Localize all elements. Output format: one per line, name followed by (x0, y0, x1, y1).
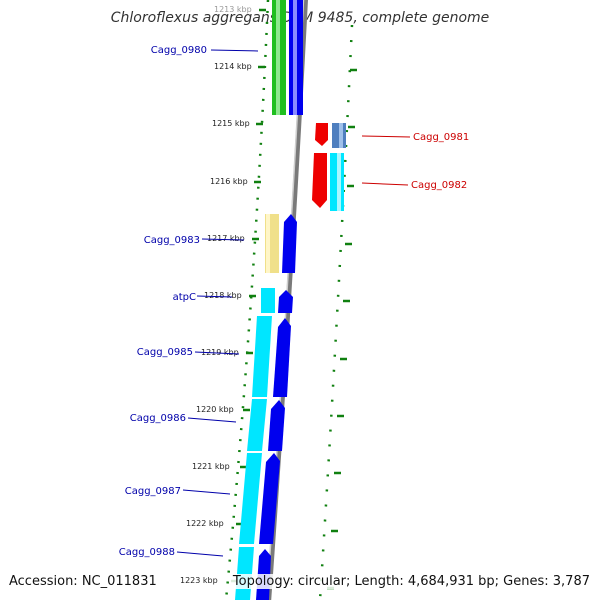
tick-label: 1221 kbp (192, 462, 230, 471)
gene-label-cagg-0981[interactable]: Cagg_0981 (413, 132, 469, 143)
feature-blue-arrow[interactable] (259, 453, 280, 544)
feature-cyan[interactable] (247, 399, 267, 451)
tick-label: 1215 kbp (212, 119, 250, 128)
feature-red-arrow[interactable] (315, 123, 328, 146)
gene-label-cagg-0988[interactable]: Cagg_0988 (119, 547, 175, 558)
feature-cyan[interactable] (261, 288, 275, 313)
accession-text: Accession: NC_011831 (9, 574, 157, 589)
gene-label-cagg-0980[interactable]: Cagg_0980 (151, 45, 207, 56)
tick-label: 1222 kbp (186, 519, 224, 528)
tick-label: 1223 kbp (180, 576, 218, 585)
tick-label: 1218 kbp (204, 291, 242, 300)
gene-label-atpc[interactable]: atpC (173, 292, 196, 303)
tick-label: 1214 kbp (214, 62, 252, 71)
left-features (235, 0, 303, 600)
genome-summary-text: Topology: circular; Length: 4,684,931 bp… (230, 574, 590, 589)
tick-label: 1213 kbp (214, 5, 252, 14)
label-leaders (176, 49, 411, 557)
gene-label-cagg-0987[interactable]: Cagg_0987 (125, 486, 181, 497)
tick-label: 1219 kbp (201, 348, 239, 357)
gene-label-cagg-0982[interactable]: Cagg_0982 (411, 180, 467, 191)
right-features (312, 123, 346, 211)
feature-blue-arrow[interactable] (268, 400, 285, 451)
tick-label: 1220 kbp (196, 405, 234, 414)
feature-blue-arrow[interactable] (273, 318, 291, 397)
tick-label: 1217 kbp (207, 234, 245, 243)
feature-red-arrow[interactable] (312, 153, 327, 208)
left-ruler-track (224, 0, 270, 600)
feature-cyan[interactable] (252, 316, 272, 397)
gene-label-cagg-0985[interactable]: Cagg_0985 (137, 347, 193, 358)
tick-label: 1216 kbp (210, 177, 248, 186)
feature-cyan[interactable] (239, 453, 262, 544)
gene-label-cagg-0983[interactable]: Cagg_0983 (144, 235, 200, 246)
feature-blue-arrow[interactable] (278, 290, 293, 313)
feature-blue-arrow[interactable] (282, 214, 297, 273)
right-ruler-track (318, 24, 354, 600)
gene-label-cagg-0986[interactable]: Cagg_0986 (130, 413, 186, 424)
